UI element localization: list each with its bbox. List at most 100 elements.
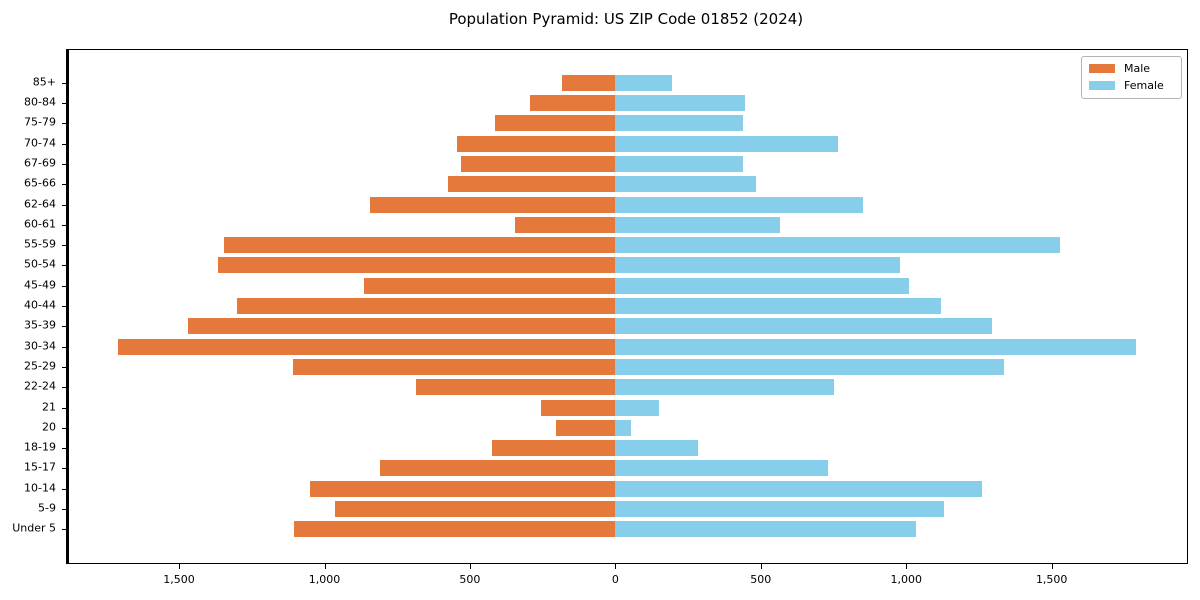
y-axis-tick [62,123,67,125]
y-axis-label-50-54: 50-54 [24,257,56,271]
y-axis-label-65-66: 65-66 [24,176,56,190]
y-axis-label-25-29: 25-29 [24,359,56,373]
y-axis-label-15-17: 15-17 [24,460,56,474]
bar-female-60-61 [615,216,780,233]
y-axis-label-75-79: 75-79 [24,115,56,129]
bar-female-62-64 [615,196,863,213]
bar-female-65-66 [615,176,757,193]
bar-female-5-9 [615,501,945,517]
y-axis-label-67-69: 67-69 [24,156,56,170]
x-axis-tick-label: 0 [611,573,619,586]
bar-female-80-84 [615,95,745,111]
plot-area: Male Female 1,500 1,000 500 0 500 1,000 1,500 [62,49,1188,586]
x-axis-tick [615,564,617,569]
bar-female-20 [615,419,632,436]
bar-female-70-74 [615,135,838,152]
y-axis-tick [62,306,67,307]
x-axis-tick [906,564,908,569]
x-axis-tick [1051,564,1053,569]
bar-male-40-44 [237,298,616,314]
y-axis-label-70-74: 70-74 [24,136,56,150]
legend-male-label: Male [1124,62,1151,75]
bar-female-25-29 [615,358,1004,375]
bar-male-75-79 [494,115,616,132]
x-axis-tick [469,564,471,569]
y-axis-label-45-49: 45-49 [24,278,56,292]
bar-male-18-19 [491,440,616,457]
bar-male-67-69 [461,155,616,172]
bar-male-5-9 [334,501,616,517]
bar-male-55-59 [224,237,616,254]
legend-female-label: Female [1124,79,1164,92]
y-axis-tick [62,529,67,531]
bar-male-60-61 [515,216,616,233]
bar-male-20 [555,419,616,436]
bar-female-10-14 [615,480,982,497]
y-axis-tick [62,224,67,226]
bar-male-35-39 [187,318,616,335]
bar-female-15-17 [615,460,828,477]
y-axis-label-10-14: 10-14 [24,481,56,495]
legend-female-swatch [1089,81,1115,90]
bar-female-21 [615,399,659,416]
y-axis-tick [62,448,67,450]
x-axis-tick [324,564,326,569]
y-axis-tick [62,265,67,267]
x-axis-tick [179,564,180,569]
y-axis-label-40-44: 40-44 [24,298,56,312]
y-axis-tick [62,143,67,145]
bar-female-22-24 [615,379,834,396]
y-axis-tick [62,468,67,470]
y-axis-tick [62,103,67,104]
y-axis-tick [62,326,67,328]
legend: Male Female [1081,56,1182,99]
y-axis-label-80-84: 80-84 [24,95,56,109]
bar-male-70-74 [456,135,616,152]
y-axis-tick [62,387,67,389]
y-axis-label-60-61: 60-61 [24,217,56,231]
x-axis-tick-label: 500 [459,573,481,586]
legend-item-male: Male [1089,63,1173,74]
bar-male-85+ [561,74,616,91]
y-axis-tick [62,285,67,287]
y-axis-tick [62,366,67,368]
x-axis-tick [760,564,762,569]
x-axis-tick-label: 1,000 [308,573,341,586]
bar-female-under-5 [615,521,917,538]
y-axis-label-30-34: 30-34 [24,339,56,353]
y-axis-label-18-19: 18-19 [24,440,56,454]
bar-female-40-44 [615,298,942,314]
bar-male-25-29 [292,358,616,375]
y-axis-label-21: 21 [42,400,56,413]
x-axis-tick-label: 1,000 [890,573,923,586]
x-axis-tick-label: 1,500 [163,573,195,586]
y-axis-tick [62,488,67,490]
bar-female-35-39 [615,318,993,335]
bar-male-62-64 [369,196,616,213]
y-axis-tick [62,346,67,348]
y-axis-tick [62,82,67,84]
bar-female-67-69 [615,155,744,172]
y-axis-label-20: 20 [42,420,56,434]
y-axis-label-under-5: Under 5 [12,521,56,535]
y-axis-tick [62,163,67,165]
y-axis-label-62-64: 62-64 [24,197,56,210]
y-axis-label-5-9: 5-9 [38,501,56,515]
bar-male-65-66 [448,176,616,193]
y-axis-tick [62,204,67,206]
bar-female-50-54 [615,257,901,274]
bar-female-30-34 [615,338,1137,355]
bar-male-15-17 [379,460,616,477]
x-axis-tick-label: 500 [750,573,772,586]
legend-item-female: Female [1089,80,1173,91]
bar-male-80-84 [529,95,616,111]
y-axis-tick [62,245,67,247]
bar-male-10-14 [309,480,616,497]
bar-male-22-24 [416,379,616,396]
y-axis-tick [62,509,67,510]
y-axis-tick [62,407,67,409]
bar-male-21 [541,399,616,416]
y-axis-label-55-59: 55-59 [24,237,56,251]
y-axis-label-22-24: 22-24 [24,379,56,393]
